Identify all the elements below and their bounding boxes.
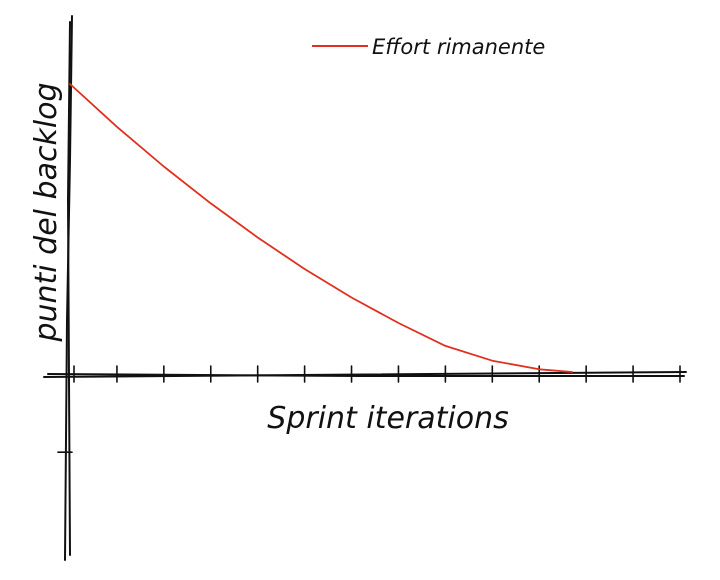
x-axis-label: Sprint iterations [267, 401, 508, 436]
series-layer [69, 83, 573, 373]
y-axis-label: punti del backlog [29, 82, 64, 342]
x-axis-line-2 [47, 373, 685, 377]
x-axis-ticks [73, 365, 681, 383]
y-axis-line-2 [66, 21, 71, 556]
series-line-effort-rimanente [69, 83, 573, 373]
legend: Effort rimanente [312, 35, 545, 59]
axes [43, 15, 687, 561]
legend-label: Effort rimanente [372, 35, 545, 59]
